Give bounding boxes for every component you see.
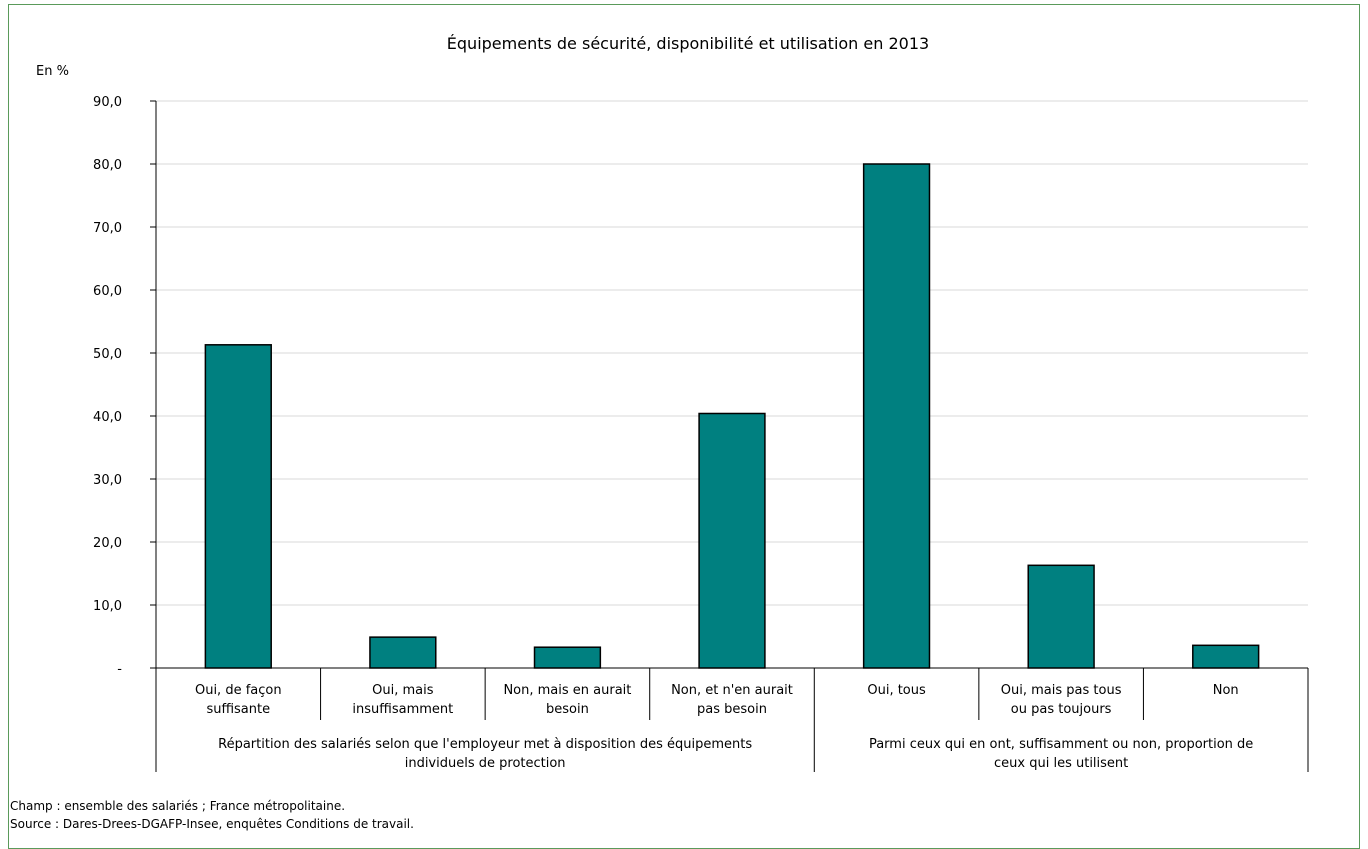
axes [150,100,1309,772]
gridlines [156,100,1308,606]
y-unit-label: En % [36,64,69,79]
bar [1192,644,1260,669]
y-tick-label: 90,0 [93,95,122,110]
x-category-label: Non, mais en aurait [503,683,631,698]
y-tick-label: 20,0 [93,536,122,551]
footnote-source: Source : Dares-Drees-DGAFP-Insee, enquêt… [10,817,414,831]
x-category-label: Oui, de façon [195,683,282,698]
y-tick-label: 70,0 [93,221,122,236]
x-category-label: Oui, mais [372,683,434,698]
x-category-label: Non [1213,683,1239,698]
x-category-label: insuffisamment [352,702,453,717]
x-category-label: Non, et n'en aurait [671,683,793,698]
x-category-label: Oui, mais pas tous [1001,683,1122,698]
y-tick-label: 30,0 [93,473,122,488]
bar [533,646,602,669]
x-category-label: pas besoin [697,702,767,717]
y-tick-label: 10,0 [93,599,122,614]
bar [204,344,272,669]
x-category-labels: Oui, de façon suffisante Oui, mais insuffis… [195,683,1239,717]
x-category-label: suffisante [206,702,270,717]
bars [204,163,1260,669]
x-group-label: ceux qui les utilisent [994,756,1128,771]
y-tick-label: 80,0 [93,158,122,173]
y-tick-label: 60,0 [93,284,122,299]
chart-title: Équipements de sécurité, disponibilité e… [447,34,929,53]
bar [369,636,437,669]
x-group-labels: Répartition des salariés selon que l'emp… [218,737,1253,771]
bar [862,163,931,669]
y-tick-label: 50,0 [93,347,122,362]
bar [1027,564,1095,669]
x-group-label: Parmi ceux qui en ont, suffisamment ou n… [869,737,1253,752]
footnotes: Champ : ensemble des salariés ; France m… [10,797,414,833]
y-tick-label: - [117,662,122,677]
y-tick-labels: - 10,0 20,0 30,0 40,0 50,0 60,0 70,0 80,0 90,0 [93,95,122,677]
footnote-champ: Champ : ensemble des salariés ; France m… [10,799,346,813]
y-tick-label: 40,0 [93,410,122,425]
bar [698,412,766,669]
x-category-label: besoin [546,702,589,717]
x-group-label: individuels de protection [405,756,566,771]
x-category-label: Oui, tous [867,683,926,698]
x-category-label: ou pas toujours [1011,702,1112,717]
x-group-label: Répartition des salariés selon que l'emp… [218,737,752,752]
